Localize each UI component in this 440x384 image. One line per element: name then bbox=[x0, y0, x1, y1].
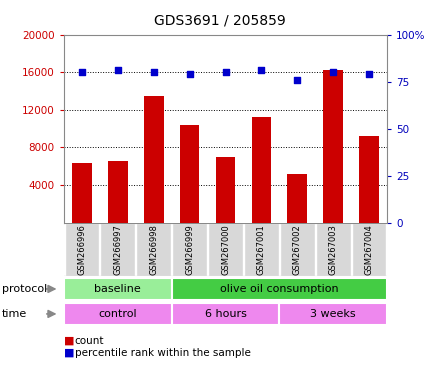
Bar bbox=[144, 96, 164, 223]
Text: time: time bbox=[2, 309, 27, 319]
Point bbox=[78, 69, 85, 75]
Bar bbox=[172, 223, 207, 276]
Bar bbox=[316, 223, 351, 276]
Text: GSM267003: GSM267003 bbox=[329, 224, 338, 275]
Bar bbox=[252, 118, 271, 223]
Text: ■: ■ bbox=[64, 336, 74, 346]
Bar bbox=[72, 162, 92, 223]
Bar bbox=[244, 223, 279, 276]
Point bbox=[330, 69, 337, 75]
Text: GSM266996: GSM266996 bbox=[77, 224, 86, 275]
Text: GSM267001: GSM267001 bbox=[257, 224, 266, 275]
Text: GSM267000: GSM267000 bbox=[221, 224, 230, 275]
Point bbox=[222, 69, 229, 75]
Bar bbox=[208, 223, 243, 276]
Bar bbox=[323, 70, 343, 223]
Text: ■: ■ bbox=[64, 348, 74, 358]
Text: protocol: protocol bbox=[2, 284, 48, 294]
Text: count: count bbox=[75, 336, 104, 346]
Bar bbox=[359, 136, 379, 223]
Text: 3 weeks: 3 weeks bbox=[311, 309, 356, 319]
Bar bbox=[108, 161, 128, 223]
Text: GDS3691 / 205859: GDS3691 / 205859 bbox=[154, 13, 286, 27]
Bar bbox=[280, 223, 315, 276]
Bar bbox=[287, 174, 307, 223]
Bar bbox=[64, 303, 172, 325]
Point bbox=[366, 71, 373, 77]
Text: olive oil consumption: olive oil consumption bbox=[220, 284, 339, 294]
Bar bbox=[180, 125, 199, 223]
Point bbox=[258, 67, 265, 73]
Text: percentile rank within the sample: percentile rank within the sample bbox=[75, 348, 251, 358]
Bar bbox=[136, 223, 171, 276]
Text: GSM266997: GSM266997 bbox=[113, 224, 122, 275]
Text: GSM267004: GSM267004 bbox=[365, 224, 374, 275]
Text: baseline: baseline bbox=[94, 284, 141, 294]
Bar bbox=[352, 223, 386, 276]
Text: 6 hours: 6 hours bbox=[205, 309, 246, 319]
Bar bbox=[172, 303, 279, 325]
Point bbox=[150, 69, 157, 75]
Text: GSM266999: GSM266999 bbox=[185, 224, 194, 275]
Text: GSM267002: GSM267002 bbox=[293, 224, 302, 275]
Bar bbox=[172, 278, 387, 300]
Bar bbox=[64, 278, 172, 300]
Bar bbox=[216, 157, 235, 223]
Point bbox=[186, 71, 193, 77]
Bar bbox=[279, 303, 387, 325]
Point bbox=[114, 67, 121, 73]
Point bbox=[294, 77, 301, 83]
Bar bbox=[100, 223, 135, 276]
Bar bbox=[65, 223, 99, 276]
Text: GSM266998: GSM266998 bbox=[149, 224, 158, 275]
Text: control: control bbox=[99, 309, 137, 319]
